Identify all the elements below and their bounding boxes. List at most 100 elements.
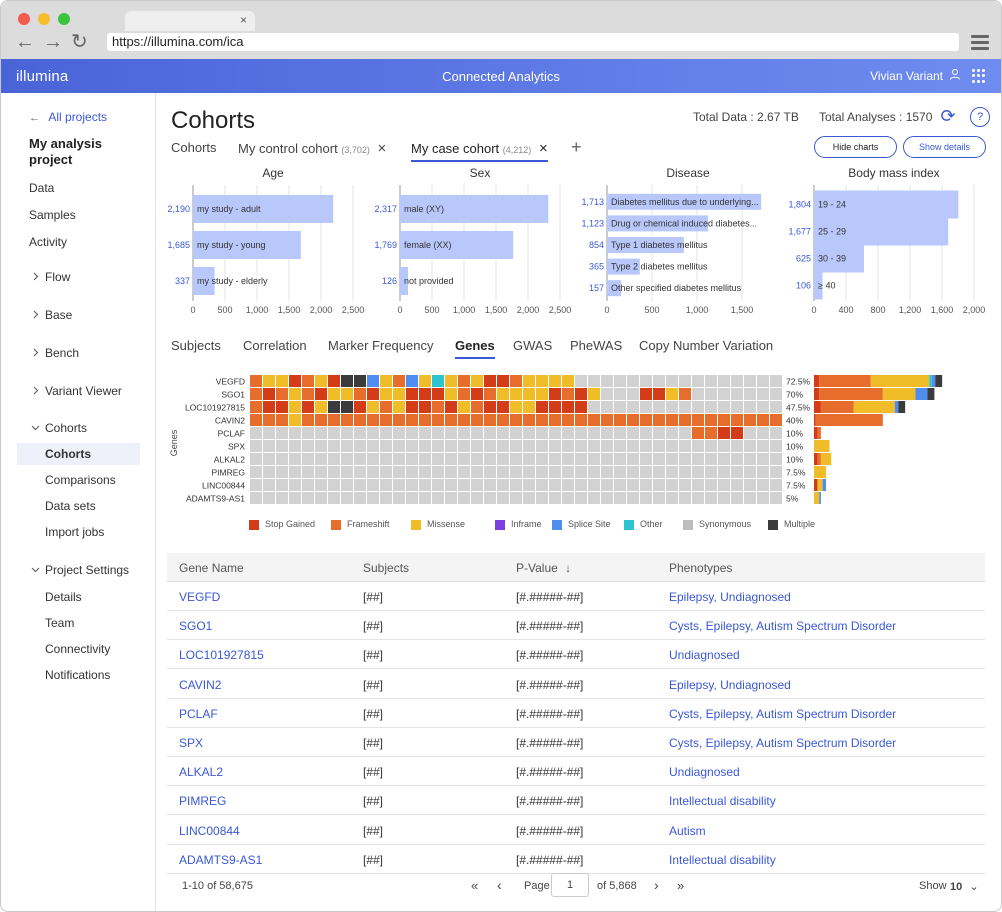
oncoprint-cell[interactable] bbox=[276, 427, 288, 439]
gene-link[interactable]: ALKAL2 bbox=[179, 765, 224, 780]
sidebar-item-data-sets[interactable]: Data sets bbox=[45, 499, 96, 513]
oncoprint-cell[interactable] bbox=[549, 466, 561, 478]
oncoprint-cell[interactable] bbox=[354, 388, 366, 400]
oncoprint-cell[interactable] bbox=[757, 492, 769, 504]
oncoprint-cell[interactable] bbox=[458, 453, 470, 465]
gene-link[interactable]: LOC101927815 bbox=[179, 648, 264, 663]
oncoprint-cell[interactable] bbox=[679, 479, 691, 491]
oncoprint-cell[interactable] bbox=[588, 401, 600, 413]
oncoprint-cell[interactable] bbox=[250, 440, 262, 452]
oncoprint-cell[interactable] bbox=[536, 427, 548, 439]
oncoprint-cell[interactable] bbox=[705, 492, 717, 504]
oncoprint-cell[interactable] bbox=[250, 375, 262, 387]
oncoprint-cell[interactable] bbox=[627, 492, 639, 504]
oncoprint-cell[interactable] bbox=[679, 388, 691, 400]
oncoprint-cell[interactable] bbox=[341, 479, 353, 491]
oncoprint-cell[interactable] bbox=[601, 479, 613, 491]
oncoprint-cell[interactable] bbox=[601, 414, 613, 426]
oncoprint-cell[interactable] bbox=[328, 427, 340, 439]
oncoprint-cell[interactable] bbox=[354, 479, 366, 491]
oncoprint-cell[interactable] bbox=[315, 401, 327, 413]
oncoprint-cell[interactable] bbox=[510, 388, 522, 400]
summary-bar-segment[interactable] bbox=[819, 388, 883, 400]
oncoprint-cell[interactable] bbox=[757, 466, 769, 478]
oncoprint-cell[interactable] bbox=[289, 414, 301, 426]
oncoprint-cell[interactable] bbox=[328, 453, 340, 465]
phenotypes-link[interactable]: Cysts, Epilepsy, Autism Spectrum Disorde… bbox=[669, 736, 897, 750]
oncoprint-cell[interactable] bbox=[666, 466, 678, 478]
oncoprint-cell[interactable] bbox=[445, 388, 457, 400]
minimize-window-dot[interactable] bbox=[38, 13, 50, 25]
help-icon[interactable]: ? bbox=[970, 107, 990, 127]
oncoprint-cell[interactable] bbox=[406, 453, 418, 465]
oncoprint-cell[interactable] bbox=[497, 466, 509, 478]
tab-phewas[interactable]: PheWAS bbox=[570, 338, 623, 353]
oncoprint-cell[interactable] bbox=[666, 427, 678, 439]
oncoprint-cell[interactable] bbox=[458, 414, 470, 426]
oncoprint-cell[interactable] bbox=[614, 427, 626, 439]
oncoprint-cell[interactable] bbox=[731, 440, 743, 452]
oncoprint-cell[interactable] bbox=[419, 388, 431, 400]
oncoprint-cell[interactable] bbox=[419, 401, 431, 413]
oncoprint-cell[interactable] bbox=[276, 453, 288, 465]
oncoprint-cell[interactable] bbox=[341, 440, 353, 452]
oncoprint-cell[interactable] bbox=[328, 401, 340, 413]
oncoprint-cell[interactable] bbox=[484, 466, 496, 478]
oncoprint-cell[interactable] bbox=[536, 375, 548, 387]
oncoprint-cell[interactable] bbox=[406, 466, 418, 478]
sidebar-item-connectivity[interactable]: Connectivity bbox=[45, 642, 111, 656]
oncoprint-cell[interactable] bbox=[510, 479, 522, 491]
oncoprint-cell[interactable] bbox=[302, 388, 314, 400]
oncoprint-cell[interactable] bbox=[328, 492, 340, 504]
summary-bar-segment[interactable] bbox=[814, 375, 820, 387]
oncoprint-cell[interactable] bbox=[419, 440, 431, 452]
oncoprint-cell[interactable] bbox=[510, 453, 522, 465]
oncoprint-cell[interactable] bbox=[393, 466, 405, 478]
oncoprint-cell[interactable] bbox=[458, 375, 470, 387]
oncoprint-cell[interactable] bbox=[601, 375, 613, 387]
oncoprint-cell[interactable] bbox=[627, 414, 639, 426]
oncoprint-cell[interactable] bbox=[341, 492, 353, 504]
oncoprint-cell[interactable] bbox=[523, 401, 535, 413]
oncoprint-cell[interactable] bbox=[510, 427, 522, 439]
oncoprint-cell[interactable] bbox=[744, 440, 756, 452]
oncoprint-cell[interactable] bbox=[679, 427, 691, 439]
oncoprint-cell[interactable] bbox=[380, 414, 392, 426]
oncoprint-cell[interactable] bbox=[549, 375, 561, 387]
oncoprint-cell[interactable] bbox=[497, 414, 509, 426]
oncoprint-cell[interactable] bbox=[471, 375, 483, 387]
oncoprint-cell[interactable] bbox=[640, 414, 652, 426]
oncoprint-cell[interactable] bbox=[432, 414, 444, 426]
oncoprint-cell[interactable] bbox=[523, 453, 535, 465]
oncoprint-cell[interactable] bbox=[718, 401, 730, 413]
summary-bar-segment[interactable] bbox=[814, 479, 818, 491]
gene-link[interactable]: PIMREG bbox=[179, 794, 227, 809]
oncoprint-cell[interactable] bbox=[705, 375, 717, 387]
oncoprint-cell[interactable] bbox=[549, 401, 561, 413]
oncoprint-cell[interactable] bbox=[562, 414, 574, 426]
oncoprint-cell[interactable] bbox=[497, 440, 509, 452]
oncoprint-cell[interactable] bbox=[770, 388, 782, 400]
oncoprint-cell[interactable] bbox=[406, 440, 418, 452]
oncoprint-cell[interactable] bbox=[328, 375, 340, 387]
oncoprint-cell[interactable] bbox=[393, 479, 405, 491]
oncoprint-cell[interactable] bbox=[393, 414, 405, 426]
oncoprint-cell[interactable] bbox=[575, 492, 587, 504]
prev-page-icon[interactable]: ‹ bbox=[497, 877, 502, 893]
oncoprint-cell[interactable] bbox=[289, 440, 301, 452]
oncoprint-cell[interactable] bbox=[432, 401, 444, 413]
oncoprint-cell[interactable] bbox=[263, 388, 275, 400]
tab-my-case-cohort[interactable]: My case cohort (4,212) × bbox=[411, 140, 548, 162]
oncoprint-cell[interactable] bbox=[341, 401, 353, 413]
oncoprint-cell[interactable] bbox=[354, 427, 366, 439]
oncoprint-cell[interactable] bbox=[367, 414, 379, 426]
oncoprint-cell[interactable] bbox=[666, 388, 678, 400]
oncoprint-cell[interactable] bbox=[328, 440, 340, 452]
gene-link[interactable]: VEGFD bbox=[179, 590, 221, 604]
oncoprint-cell[interactable] bbox=[744, 388, 756, 400]
sidebar-item-details[interactable]: Details bbox=[45, 590, 82, 604]
oncoprint-cell[interactable] bbox=[510, 440, 522, 452]
oncoprint-cell[interactable] bbox=[718, 492, 730, 504]
phenotypes-link[interactable]: Undiagnosed bbox=[669, 648, 740, 663]
oncoprint-cell[interactable] bbox=[367, 427, 379, 439]
